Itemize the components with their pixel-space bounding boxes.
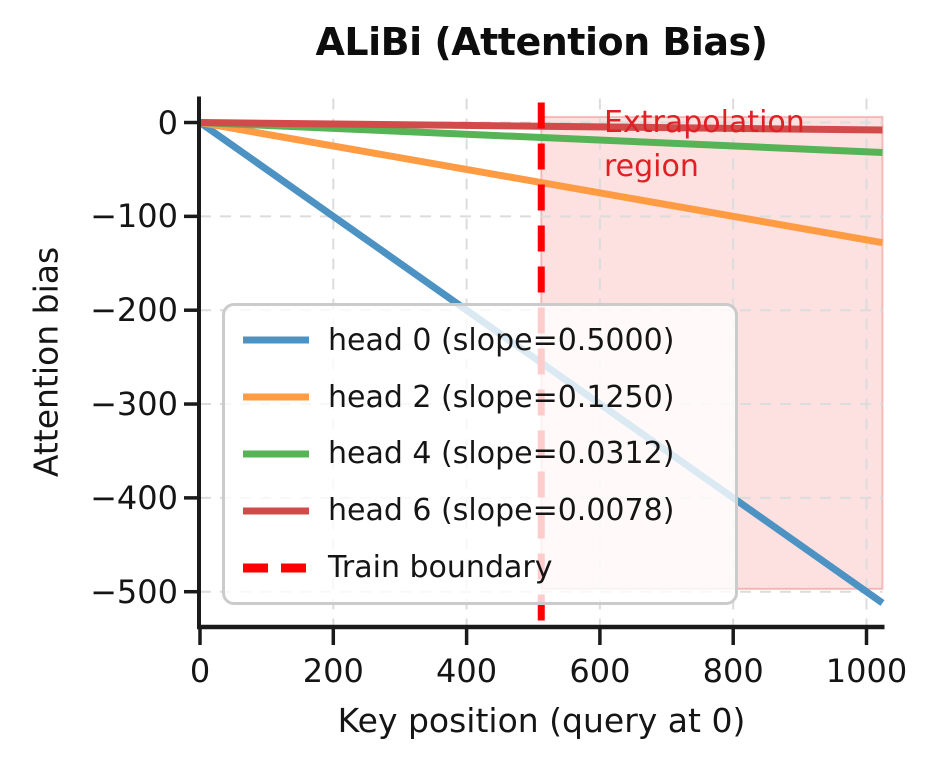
- legend: head 0 (slope=0.5000) head 2 (slope=0.125…: [222, 303, 738, 605]
- line-swatch-icon: [243, 450, 309, 458]
- y-tick-label: 0: [157, 103, 178, 142]
- y-tick-label: −100: [90, 197, 178, 236]
- legend-label: Train boundary: [328, 550, 553, 586]
- x-tick-label: 1000: [825, 652, 908, 690]
- x-tick-label: 400: [436, 652, 498, 690]
- x-tick-label: 600: [569, 652, 631, 690]
- series-line-head-2: [199, 119, 884, 247]
- legend-item: head 2 (slope=0.1250): [241, 380, 725, 415]
- line-swatch-icon: [243, 507, 309, 515]
- legend-label: head 6 (slope=0.0078): [328, 493, 675, 529]
- y-axis-label: Attention bias: [26, 246, 66, 478]
- legend-item: head 4 (slope=0.0312): [241, 436, 725, 471]
- legend-label: head 2 (slope=0.1250): [328, 379, 675, 415]
- legend-item: Train boundary: [241, 550, 725, 585]
- extrapolation-annotation: Extrapolation region: [604, 105, 805, 184]
- x-tick-label: 800: [702, 652, 764, 690]
- y-tick-label: −500: [90, 572, 178, 611]
- x-tick-label: 0: [189, 652, 211, 690]
- chart-title: ALiBi (Attention Bias): [315, 20, 769, 64]
- legend-item: head 0 (slope=0.5000): [241, 323, 725, 358]
- dashed-line-swatch-icon: [243, 563, 309, 573]
- line-swatch-icon: [243, 393, 309, 401]
- y-tick-label: −200: [90, 291, 178, 330]
- series-line-head-4: [199, 119, 883, 157]
- legend-label: head 0 (slope=0.5000): [328, 322, 675, 358]
- line-swatch-icon: [243, 336, 309, 344]
- x-tick-label: 200: [302, 652, 364, 690]
- legend-label: head 4 (slope=0.0312): [328, 436, 675, 472]
- y-tick-label: −300: [90, 385, 178, 424]
- y-tick-label: −400: [90, 478, 178, 517]
- x-axis-label: Key position (query at 0): [337, 701, 746, 740]
- legend-item: head 6 (slope=0.0078): [241, 493, 725, 528]
